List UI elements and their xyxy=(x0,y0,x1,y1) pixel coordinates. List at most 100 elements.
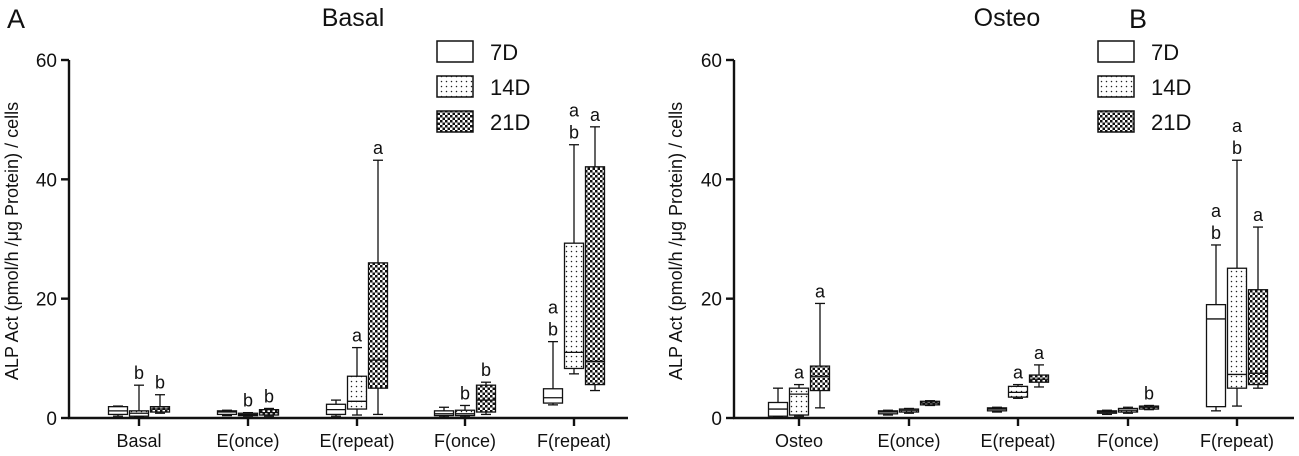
x-tick-label: E(once) xyxy=(877,431,940,451)
legend-label: 7D xyxy=(1151,40,1179,65)
y-tick-label: 60 xyxy=(36,51,57,72)
significance-letter: a xyxy=(548,298,559,318)
box-plot-7D-F(once) xyxy=(433,406,455,418)
box-plot-14D-E(repeat): a xyxy=(346,326,368,416)
significance-letter: a xyxy=(1034,343,1045,363)
significance-letter: a xyxy=(1013,363,1024,383)
box-plot-7D-F(once) xyxy=(1096,409,1118,416)
box-plot-14D-F(repeat): ab xyxy=(1226,116,1248,407)
significance-letter: a xyxy=(815,281,826,301)
significance-letter: a xyxy=(352,326,363,346)
chart-title: Osteo xyxy=(974,4,1041,32)
significance-letter: a xyxy=(569,101,580,121)
box-plot-21D-Basal: b xyxy=(149,373,171,414)
box-plot-7D-E(repeat) xyxy=(325,399,347,417)
y-tick-label: 40 xyxy=(701,170,722,191)
box-plot-14D-F(once): b xyxy=(454,383,476,418)
significance-letter: b xyxy=(569,123,579,143)
box-plot-14D-E(once) xyxy=(898,407,920,414)
panel-a: A Basal ALP Act (pmol/h /μg Protein) / cel… xyxy=(2,4,628,451)
box-plot-21D-E(repeat): a xyxy=(367,138,389,416)
legend-swatch-7D xyxy=(1097,40,1135,63)
significance-letter: b xyxy=(481,360,491,380)
box-body xyxy=(809,365,831,392)
panel-letter: B xyxy=(1129,4,1147,34)
legend-label: 21D xyxy=(490,110,530,135)
legend-swatch-21D xyxy=(436,110,474,133)
significance-letter: b xyxy=(1211,223,1221,243)
box-body xyxy=(1226,267,1248,389)
box-body xyxy=(563,242,585,370)
box-plot-21D-F(once): b xyxy=(475,360,497,416)
box-body xyxy=(367,262,389,389)
legend-label: 21D xyxy=(1151,110,1191,135)
y-tick-label: 20 xyxy=(36,290,57,311)
significance-letter: a xyxy=(590,105,601,125)
y-tick-label: 40 xyxy=(36,170,57,191)
box-plot-14D-F(once) xyxy=(1117,406,1139,414)
significance-letter: a xyxy=(1253,205,1264,225)
legend-label: 14D xyxy=(1151,75,1191,100)
box-plot-14D-E(repeat): a xyxy=(1007,363,1029,399)
box-plot-7D-F(repeat): ab xyxy=(542,298,564,406)
x-tick-label: E(once) xyxy=(216,431,279,451)
significance-letter: b xyxy=(243,391,253,411)
box-body xyxy=(454,409,476,417)
box-plot-21D-F(repeat): a xyxy=(1247,205,1269,389)
significance-letter: b xyxy=(155,373,165,393)
box-body xyxy=(542,388,564,404)
legend-swatch-14D xyxy=(1097,75,1135,98)
x-tick-label: F(once) xyxy=(434,431,496,451)
x-tick-label: Basal xyxy=(116,431,161,451)
legend: 7D 14D 21D xyxy=(436,40,530,135)
box-plot-21D-E(once): b xyxy=(258,386,280,417)
y-tick-label: 0 xyxy=(46,409,57,430)
chart-title: Basal xyxy=(322,4,385,32)
significance-letter: b xyxy=(264,386,274,406)
x-tick-label: F(repeat) xyxy=(537,431,611,451)
box-body xyxy=(788,387,810,416)
box-plot-21D-F(repeat): a xyxy=(584,105,606,392)
box-plot-21D-F(once): b xyxy=(1138,383,1160,411)
box-body xyxy=(1247,289,1269,386)
box-plot-7D-E(repeat) xyxy=(986,406,1008,413)
significance-letter: b xyxy=(1232,138,1242,158)
box-plot-7D-Basal xyxy=(107,405,129,417)
legend-swatch-21D xyxy=(1097,110,1135,133)
significance-letter: a xyxy=(794,363,805,383)
y-axis-label: ALP Act (pmol/h /μg Protein) / cells xyxy=(2,102,22,380)
box-plot-21D-Osteo: a xyxy=(809,281,831,409)
x-tick-label: E(repeat) xyxy=(319,431,394,451)
x-tick-label: E(repeat) xyxy=(980,431,1055,451)
y-tick-label: 60 xyxy=(701,51,722,72)
legend-label: 14D xyxy=(490,75,530,100)
box-plot-14D-E(once): b xyxy=(237,391,259,417)
legend: 7D 14D 21D xyxy=(1097,40,1191,135)
box-plot-7D-E(once) xyxy=(877,409,899,416)
box-body xyxy=(1205,303,1227,408)
legend-swatch-7D xyxy=(436,40,474,63)
box-plot-7D-Osteo xyxy=(767,387,789,418)
box-plot-7D-F(repeat): ab xyxy=(1205,201,1227,412)
box-plot-21D-E(repeat): a xyxy=(1028,343,1050,388)
significance-letter: b xyxy=(460,383,470,403)
x-tick-label: F(repeat) xyxy=(1200,431,1274,451)
x-tick-label: Osteo xyxy=(775,431,823,451)
x-tick-label: F(once) xyxy=(1097,431,1159,451)
box-body xyxy=(346,375,368,410)
box-plot-14D-F(repeat): ab xyxy=(563,101,585,375)
significance-letter: a xyxy=(373,138,384,158)
legend-label: 7D xyxy=(490,40,518,65)
box-plot-14D-Basal: b xyxy=(128,363,150,418)
y-tick-label: 20 xyxy=(701,290,722,311)
box-plot-14D-Osteo: a xyxy=(788,363,810,417)
legend-swatch-14D xyxy=(436,75,474,98)
panel-b: B Osteo ALP Act (pmol/h /μg Protein) / cel… xyxy=(666,4,1294,451)
significance-letter: a xyxy=(1211,201,1222,221)
significance-letter: b xyxy=(548,320,558,340)
box-body xyxy=(584,166,606,386)
y-axis-label: ALP Act (pmol/h /μg Protein) / cells xyxy=(666,102,686,380)
box-body xyxy=(475,384,497,413)
significance-letter: b xyxy=(134,363,144,383)
